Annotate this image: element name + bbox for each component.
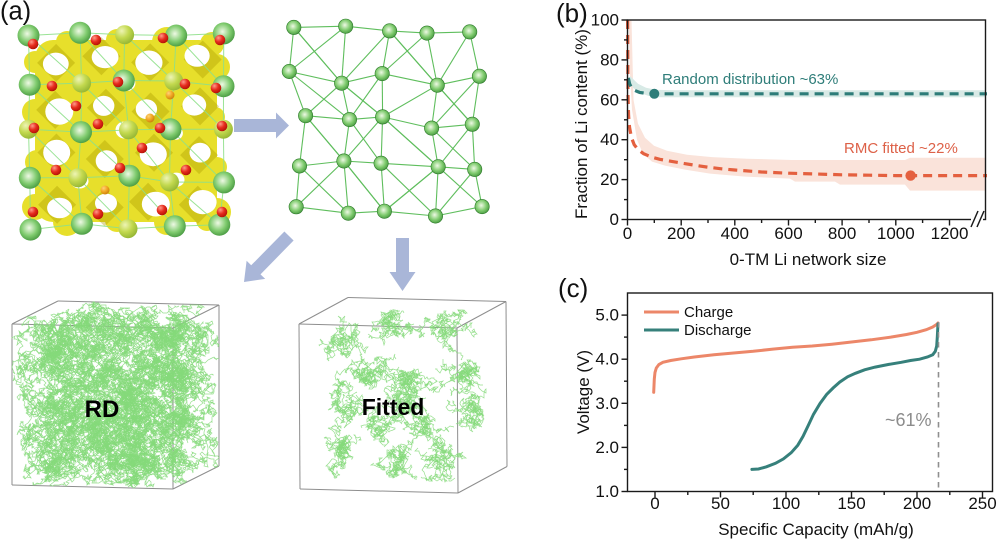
svg-text:3.0: 3.0 xyxy=(595,394,619,413)
svg-text:60: 60 xyxy=(600,90,619,109)
svg-text:RMC fitted ~22%: RMC fitted ~22% xyxy=(844,140,958,157)
svg-text:400: 400 xyxy=(721,224,749,243)
svg-text:0: 0 xyxy=(610,210,619,229)
svg-text:RD: RD xyxy=(85,396,120,423)
svg-text:1.0: 1.0 xyxy=(595,482,619,501)
svg-text:100: 100 xyxy=(591,11,619,30)
svg-text:0: 0 xyxy=(623,224,632,243)
svg-text:20: 20 xyxy=(600,170,619,189)
svg-text:(a): (a) xyxy=(0,0,31,26)
svg-text:Voltage (V): Voltage (V) xyxy=(574,350,593,434)
svg-text:0: 0 xyxy=(650,494,659,513)
svg-text:(b): (b) xyxy=(556,0,588,28)
svg-text:100: 100 xyxy=(772,494,800,513)
svg-text:200: 200 xyxy=(903,494,931,513)
svg-text:0-TM Li network size: 0-TM Li network size xyxy=(730,250,887,269)
svg-text:40: 40 xyxy=(600,130,619,149)
svg-text:Specific Capacity (mAh/g): Specific Capacity (mAh/g) xyxy=(718,520,914,539)
svg-text:4.0: 4.0 xyxy=(595,350,619,369)
svg-text:1000: 1000 xyxy=(877,224,915,243)
svg-text:Discharge: Discharge xyxy=(684,322,752,339)
svg-text:600: 600 xyxy=(774,224,802,243)
svg-text:(c): (c) xyxy=(558,273,588,303)
svg-text:~61%: ~61% xyxy=(885,410,932,430)
svg-text:Charge: Charge xyxy=(684,304,733,321)
svg-text:1200: 1200 xyxy=(931,224,969,243)
svg-text:800: 800 xyxy=(828,224,856,243)
svg-text:250: 250 xyxy=(968,494,996,513)
svg-text:80: 80 xyxy=(600,50,619,69)
svg-text:5.0: 5.0 xyxy=(595,306,619,325)
svg-text:50: 50 xyxy=(711,494,730,513)
svg-text:Fitted: Fitted xyxy=(362,394,425,420)
svg-text:Random distribution ~63%: Random distribution ~63% xyxy=(662,71,838,88)
svg-text:200: 200 xyxy=(667,224,695,243)
svg-text:2.0: 2.0 xyxy=(595,438,619,457)
svg-text:150: 150 xyxy=(837,494,865,513)
svg-text:Fraction of Li content (%): Fraction of Li content (%) xyxy=(572,29,591,219)
